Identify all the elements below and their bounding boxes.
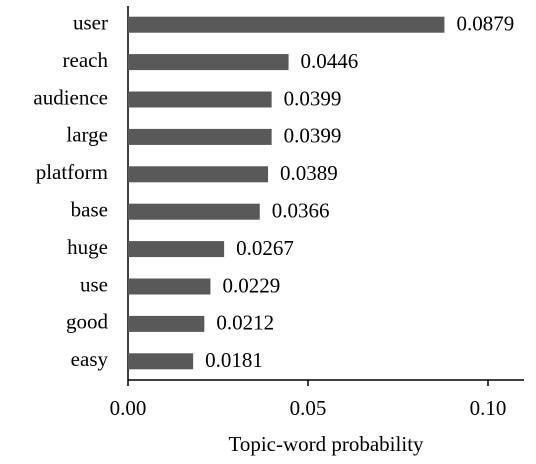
y-tick-label: base: [71, 198, 108, 222]
bar: [128, 353, 194, 370]
value-label: 0.0879: [456, 12, 514, 36]
y-tick-label: use: [80, 272, 108, 296]
value-label: 0.0399: [284, 86, 342, 110]
value-label: 0.0389: [280, 161, 338, 185]
bar: [128, 166, 269, 183]
value-label: 0.0399: [284, 124, 342, 148]
value-label: 0.0366: [272, 199, 330, 223]
y-tick-label: easy: [71, 347, 109, 371]
x-axis-title: Topic-word probability: [228, 432, 424, 456]
bar: [128, 315, 205, 332]
y-tick-label: huge: [67, 235, 108, 259]
value-label: 0.0229: [222, 273, 280, 297]
value-label: 0.0212: [216, 311, 274, 335]
y-tick-label: large: [66, 123, 108, 147]
value-label: 0.0181: [205, 348, 263, 372]
bar: [128, 278, 211, 295]
y-tick-label: good: [66, 310, 109, 334]
y-tick-label: user: [73, 11, 108, 35]
bar: [128, 128, 272, 145]
bar: [128, 241, 225, 258]
bar: [128, 54, 289, 71]
y-tick-label: reach: [63, 48, 109, 72]
y-tick-label: platform: [36, 160, 108, 184]
x-tick-label: 0.00: [110, 396, 147, 420]
x-tick-label: 0.10: [470, 396, 507, 420]
bar: [128, 91, 272, 108]
y-tick-label: audience: [33, 85, 108, 109]
value-label: 0.0267: [236, 236, 294, 260]
value-label: 0.0446: [301, 49, 359, 73]
bar: [128, 203, 260, 220]
x-tick-label: 0.05: [290, 396, 327, 420]
bar: [128, 16, 445, 33]
